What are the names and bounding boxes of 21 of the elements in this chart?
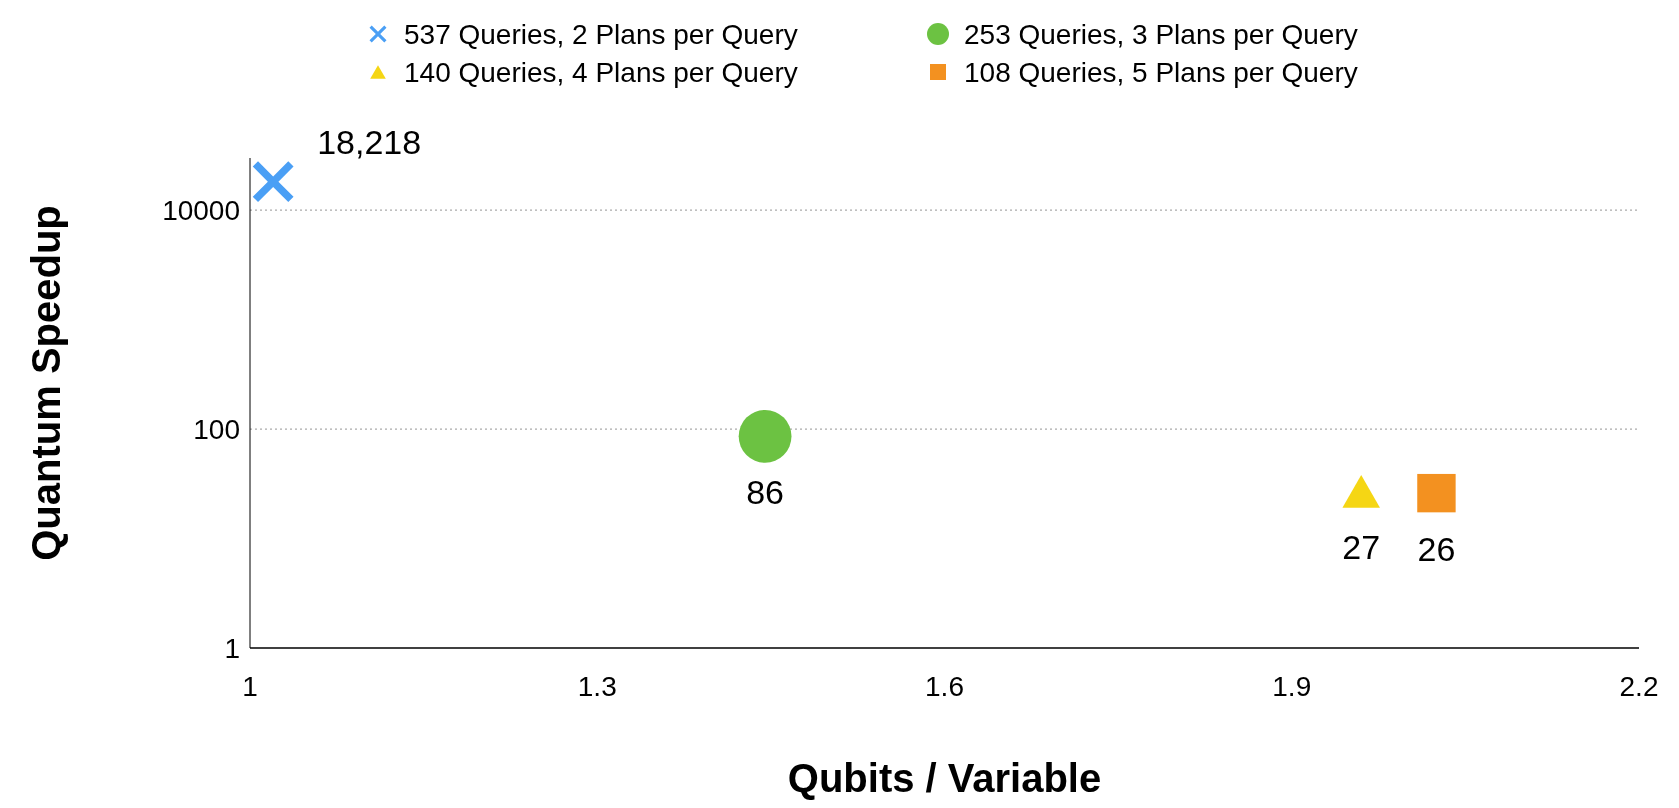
y-tick-label: 1: [224, 632, 240, 664]
legend-label: 140 Queries, 4 Plans per Query: [404, 56, 798, 88]
y-tick-label: 100: [193, 413, 240, 445]
point: [1417, 473, 1456, 513]
x-tick-label: 1.9: [1272, 671, 1312, 702]
legend-label: 108 Queries, 5 Plans per Query: [964, 56, 1358, 88]
data-label: 26: [1417, 530, 1456, 569]
data-label: 27: [1342, 528, 1381, 567]
legend-label: 253 Queries, 3 Plans per Query: [964, 18, 1358, 50]
x-tick-label: 1.6: [925, 671, 964, 702]
y-axis-title: Quantum Speedup: [24, 205, 68, 561]
x-tick-label: 2.2: [1619, 671, 1659, 702]
legend-label: 537 Queries, 2 Plans per Query: [404, 18, 798, 50]
point: [252, 161, 294, 203]
point: [738, 409, 792, 463]
point: [1342, 475, 1380, 508]
data-label: 86: [746, 473, 784, 512]
data-label: 18,218: [317, 122, 422, 161]
y-tick-label: 10000: [162, 195, 240, 227]
x-axis-title: Qubits / Variable: [787, 756, 1102, 800]
x-tick-label: 1.3: [577, 671, 617, 702]
